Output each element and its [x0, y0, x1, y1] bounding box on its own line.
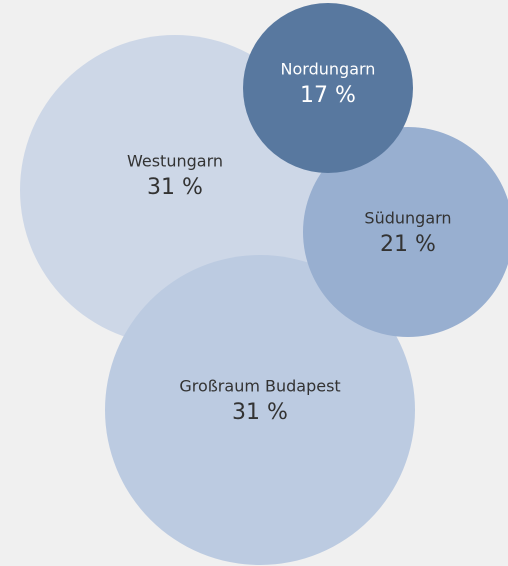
- bubble-name: Großraum Budapest: [179, 377, 340, 396]
- bubble-name: Nordungarn: [281, 60, 376, 79]
- bubble-value-label: 21 %: [380, 232, 436, 257]
- bubble-name: Südungarn: [364, 209, 451, 228]
- bubble: [303, 127, 508, 337]
- bubble-value-label: 17 %: [300, 83, 356, 108]
- bubble-value-label: 31 %: [232, 400, 288, 425]
- bubble: [105, 255, 415, 565]
- bubble-value-label: 31 %: [147, 175, 203, 200]
- bubble-name: Westungarn: [127, 152, 223, 171]
- bubble: [243, 3, 413, 173]
